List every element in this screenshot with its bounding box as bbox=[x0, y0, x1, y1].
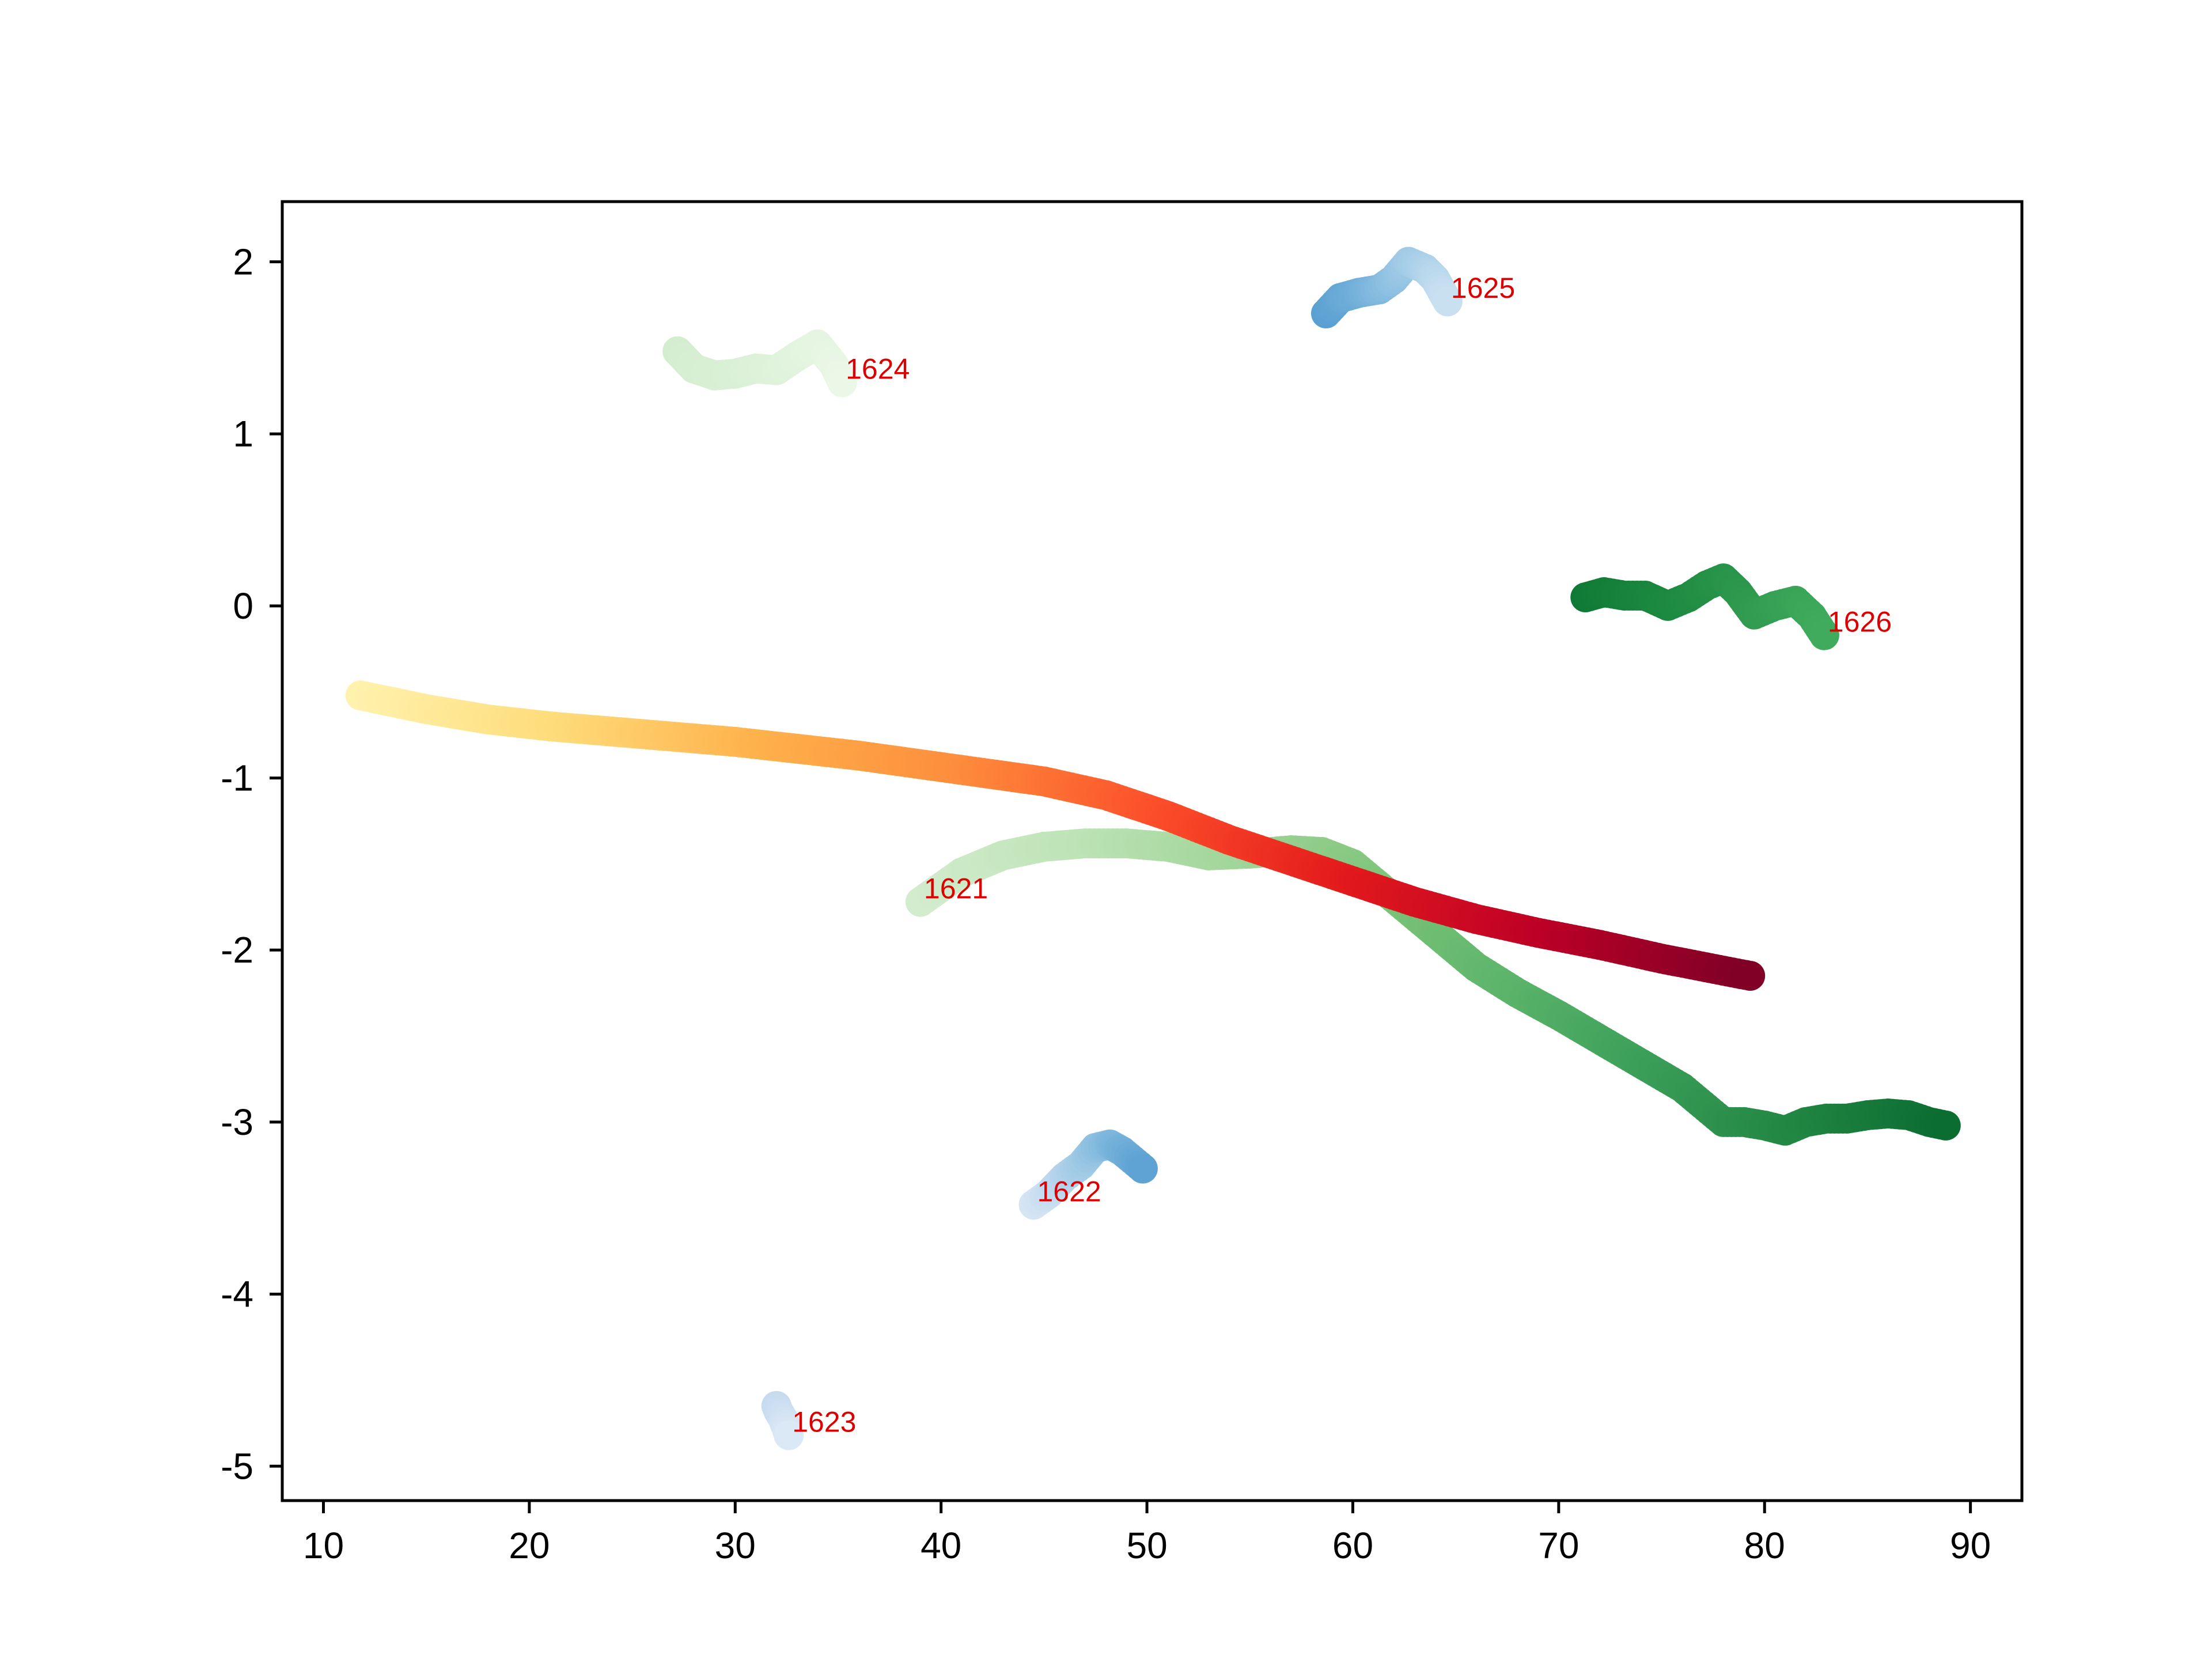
plot-points bbox=[345, 247, 1961, 1450]
track-main bbox=[345, 680, 1766, 991]
track-label-1624: 1624 bbox=[846, 353, 910, 385]
data-point bbox=[1809, 620, 1839, 650]
track-1625 bbox=[1311, 247, 1463, 329]
track-label-1621: 1621 bbox=[924, 873, 988, 905]
x-tick-label: 80 bbox=[1744, 1525, 1785, 1566]
x-tick-label: 60 bbox=[1332, 1525, 1373, 1566]
x-tick-label: 40 bbox=[921, 1525, 961, 1566]
x-tick-label: 50 bbox=[1126, 1525, 1167, 1566]
y-tick-label: 2 bbox=[233, 241, 253, 283]
track-label-1625: 1625 bbox=[1451, 272, 1515, 304]
track-1624 bbox=[662, 329, 858, 397]
track-label-1623: 1623 bbox=[792, 1406, 856, 1438]
y-tick-label: -5 bbox=[221, 1445, 253, 1487]
y-tick-label: -1 bbox=[221, 757, 253, 799]
y-tick-label: -4 bbox=[221, 1274, 253, 1315]
data-point bbox=[1930, 1110, 1961, 1141]
axes-frame bbox=[281, 200, 2024, 1502]
data-point bbox=[1127, 1153, 1158, 1184]
x-axis: 10 20 30 40 50 60 70 80 90 bbox=[303, 1501, 1991, 1566]
track-1622 bbox=[1018, 1129, 1158, 1220]
y-tick-label: -3 bbox=[221, 1101, 253, 1143]
track-1623 bbox=[761, 1391, 804, 1450]
track-1626 bbox=[1570, 563, 1839, 650]
x-tick-label: 10 bbox=[303, 1525, 344, 1566]
x-tick-label: 90 bbox=[1950, 1525, 1991, 1566]
y-tick-label: -2 bbox=[221, 929, 253, 971]
data-point bbox=[1735, 961, 1766, 991]
data-point bbox=[774, 1420, 804, 1450]
y-tick-label: 0 bbox=[233, 585, 253, 627]
data-point bbox=[827, 367, 858, 397]
track-label-1626: 1626 bbox=[1828, 606, 1892, 638]
x-tick-label: 70 bbox=[1538, 1525, 1579, 1566]
y-tick-label: 1 bbox=[233, 413, 253, 454]
data-point bbox=[1432, 286, 1463, 317]
y-axis: 2 1 0 -1 -2 -3 -4 -5 bbox=[221, 241, 282, 1487]
x-tick-label: 20 bbox=[509, 1525, 550, 1566]
track-labels: 1621 1622 1623 1624 1625 1626 bbox=[792, 272, 1892, 1438]
x-tick-label: 30 bbox=[715, 1525, 756, 1566]
track-label-1622: 1622 bbox=[1037, 1175, 1101, 1207]
